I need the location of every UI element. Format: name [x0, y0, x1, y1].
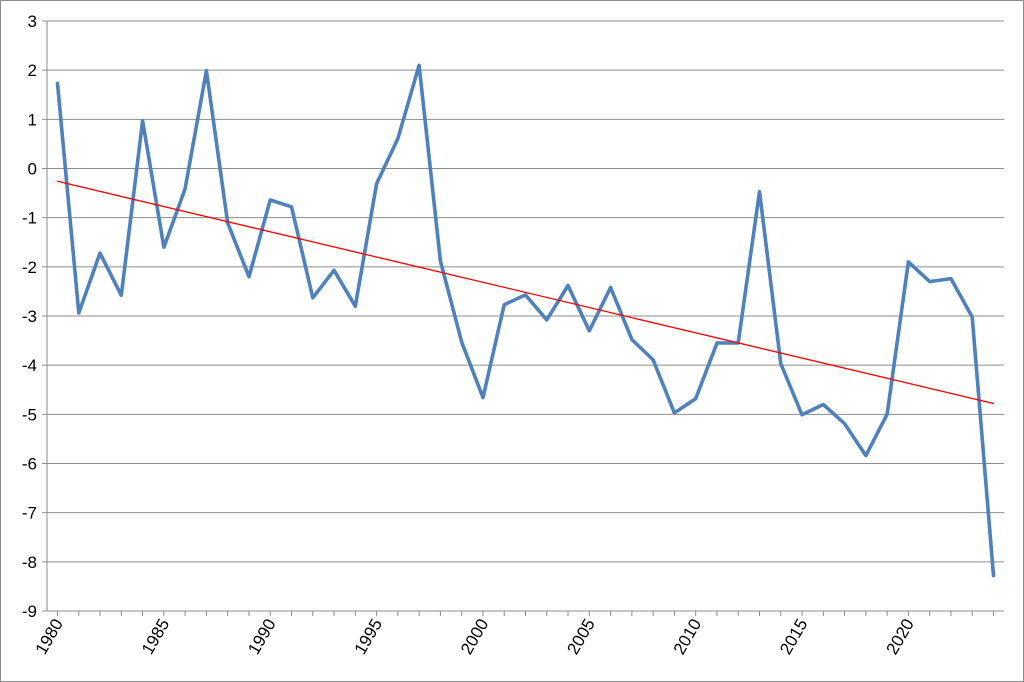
x-tick-label: 2015 — [776, 616, 811, 658]
x-tick-label: 1985 — [138, 616, 173, 658]
data-series — [55, 63, 996, 578]
y-tick-label: -6 — [22, 455, 37, 474]
x-tick-label: 2000 — [457, 616, 492, 658]
x-tick-label: 1990 — [244, 616, 279, 658]
x-tick-label: 1980 — [32, 616, 67, 658]
x-tick-label: 1995 — [351, 616, 386, 658]
y-tick-label: -7 — [22, 504, 37, 523]
y-tick-label: 0 — [28, 160, 37, 179]
x-tick-label: 2020 — [883, 616, 918, 658]
y-tick-label: -8 — [22, 553, 37, 572]
y-tick-label: -5 — [22, 405, 37, 424]
gridlines — [47, 20, 1004, 563]
y-tick-label: 2 — [28, 61, 37, 80]
series-line — [55, 63, 996, 578]
y-tick-label: -1 — [22, 209, 37, 228]
y-tick-label: -4 — [22, 356, 37, 375]
y-tick-label: -9 — [22, 602, 37, 621]
x-tick-label: 2005 — [563, 616, 598, 658]
y-tick-label: 1 — [28, 110, 37, 129]
trendline — [56, 180, 995, 405]
x-tick-label: 2010 — [670, 616, 705, 658]
y-tick-labels: 3 2 1 0 -1 -2 -3 -4 -5 -6 -7 -8 -9 — [22, 12, 37, 621]
y-tick-label: -2 — [22, 258, 37, 277]
x-tick-labels: 1980 1985 1990 1995 2000 2005 2010 2015 2020 — [32, 616, 918, 658]
y-tick-label: 3 — [28, 12, 37, 31]
y-tick-label: -3 — [22, 307, 37, 326]
axes — [42, 20, 1004, 616]
